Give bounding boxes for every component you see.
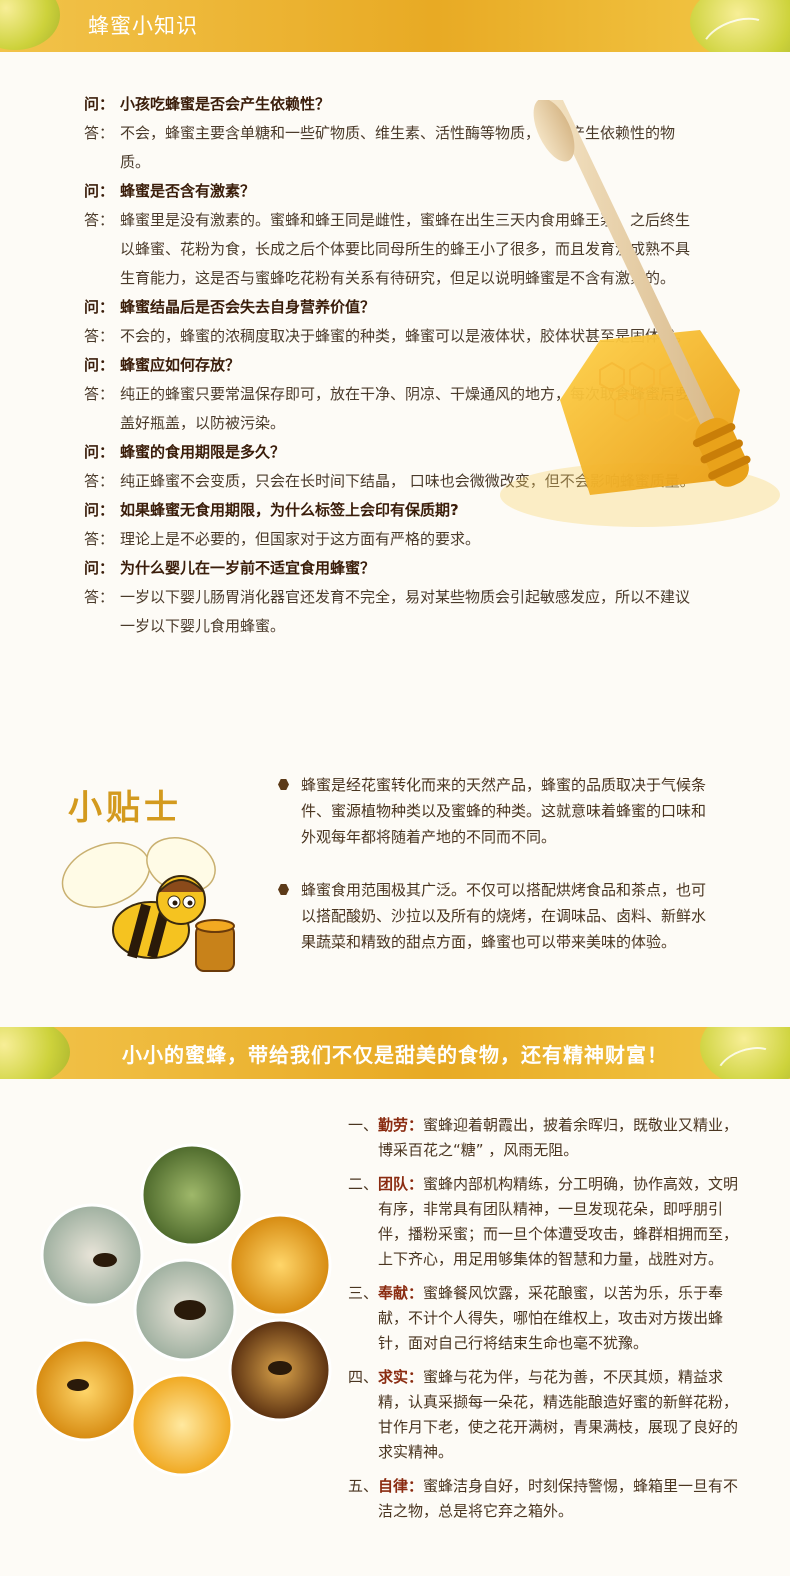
faq-label: 问：: [84, 95, 115, 113]
tip-item: 蜂蜜是经花蜜转化而来的天然产品，蜂蜜的品质取决于气候条件、蜜源植物种类以及蜜蜂的…: [278, 772, 718, 850]
faq-question: 问： 蜂蜜结晶后是否会失去自身营养价值？: [84, 293, 704, 322]
faq-answer: 答： 蜂蜜里是没有激素的。蜜蜂和蜂王同是雌性，蜜蜂在出生三天内食用蜂王浆，之后终生…: [84, 206, 704, 293]
faq-label: 问：: [84, 501, 115, 519]
honey-dipper-illustration: [500, 100, 780, 527]
spirit-number: 四、: [348, 1368, 379, 1386]
faq-answer: 答： 一岁以下婴儿肠胃消化器官还发育不完全，易对某些物质会引起敏感发应，所以不建…: [84, 583, 704, 641]
spirit-number: 五、: [348, 1477, 379, 1495]
faq-text: 蜂蜜的食用期限是多久？: [120, 443, 286, 461]
spirit-item: 二、 团队：蜜蜂内部机构精练，分工明确，协作高效，文明有序，非常具有团队精神，一旦…: [348, 1172, 740, 1272]
faq-label: 问：: [84, 559, 115, 577]
spirit-keyword: 勤劳：: [378, 1116, 424, 1134]
spirit-body: 团队：蜜蜂内部机构精练，分工明确，协作高效，文明有序，非常具有团队精神，一旦发现…: [378, 1172, 740, 1272]
faq-text: 小孩吃蜂蜜是否会产生依赖性？: [120, 95, 331, 113]
spirit-number: 一、: [348, 1116, 379, 1134]
faq-question: 问： 蜂蜜的食用期限是多久？: [84, 438, 704, 467]
spirit-text: 蜜蜂洁身自好，时刻保持警惕，蜂箱里一旦有不洁之物，总是将它弃之箱外。: [378, 1477, 739, 1520]
faq-text: 纯正的蜂蜜只要常温保存即可，放在干净、阴凉、干燥通风的地方，每次取食蜂蜜后要盖好…: [120, 385, 691, 432]
faq-question: 问： 如果蜂蜜无食用期限，为什么标签上会印有保质期?: [84, 496, 704, 525]
faq-text: 理论上是不必要的，但国家对于这方面有严格的要求。: [120, 530, 481, 548]
faq-answer: 答： 纯正蜂蜜不会变质，只会在长时间下结晶， 口味也会微微改变，但不会影响蜂蜜质量…: [84, 467, 704, 496]
faq-text: 为什么婴儿在一岁前不适宜食用蜂蜜？: [120, 559, 376, 577]
leaf-decoration: [0, 0, 60, 50]
faq-text: 一岁以下婴儿肠胃消化器官还发育不完全，易对某些物质会引起敏感发应，所以不建议一岁…: [120, 588, 691, 635]
faq-question: 问： 蜂蜜应如何存放？: [84, 351, 704, 380]
spirit-item: 五、 自律：蜜蜂洁身自好，时刻保持警惕，蜂箱里一旦有不洁之物，总是将它弃之箱外。: [348, 1474, 740, 1524]
spirit-keyword: 团队：: [378, 1175, 424, 1193]
faq-text: 不会的，蜂蜜的浓稠度取决于蜂蜜的种类，蜂蜜可以是液体状，胶体状甚至是固体状。: [120, 327, 691, 345]
bee-photo-collage: [33, 1143, 332, 1477]
tip-text: 蜂蜜食用范围极其广泛。不仅可以搭配烘烤食品和茶点，也可以搭配酸奶、沙拉以及所有的…: [301, 881, 707, 951]
leaf-decoration: [690, 0, 790, 52]
section-banner: 小小的蜜蜂，带给我们不仅是甜美的食物，还有精神财富！: [0, 1027, 790, 1079]
spirit-body: 勤劳：蜜蜂迎着朝霞出，披着余晖归，既敬业又精业，博采百花之“糖” ，风雨无阻。: [378, 1113, 740, 1163]
spirit-keyword: 奉献：: [378, 1284, 424, 1302]
faq-label: 问：: [84, 298, 115, 316]
spirit-keyword: 求实：: [378, 1368, 424, 1386]
spirit-item: 一、 勤劳：蜜蜂迎着朝霞出，披着余晖归，既敬业又精业，博采百花之“糖” ，风雨无阻…: [348, 1113, 740, 1163]
faq-label: 答：: [84, 385, 115, 403]
faq-label: 答：: [84, 124, 115, 142]
spirit-text: 蜜蜂内部机构精练，分工明确，协作高效，文明有序，非常具有团队精神，一旦发现花朵，…: [378, 1175, 739, 1268]
tip-text: 蜂蜜是经花蜜转化而来的天然产品，蜂蜜的品质取决于气候条件、蜜源植物种类以及蜜蜂的…: [301, 776, 707, 846]
tips-title: 小贴士: [68, 788, 182, 828]
bee-spirit-list: 一、 勤劳：蜜蜂迎着朝霞出，披着余晖归，既敬业又精业，博采百花之“糖” ，风雨无阻…: [348, 1113, 740, 1533]
page-title: 蜂蜜小知识: [88, 14, 198, 38]
faq-label: 问：: [84, 356, 115, 374]
spirit-text: 蜜蜂与花为伴，与花为善，不厌其烦，精益求精，认真采撷每一朵花，精选能酿造好蜜的新…: [378, 1368, 739, 1461]
faq-text: 蜂蜜结晶后是否会失去自身营养价值？: [120, 298, 376, 316]
spirit-item: 三、 奉献：蜜蜂餐风饮露，采花酿蜜，以苦为乐，乐于奉献，不计个人得失，哪怕在维权上…: [348, 1281, 740, 1356]
spirit-body: 自律：蜜蜂洁身自好，时刻保持警惕，蜂箱里一旦有不洁之物，总是将它弃之箱外。: [378, 1474, 740, 1524]
spirit-body: 求实：蜜蜂与花为伴，与花为善，不厌其烦，精益求精，认真采撷每一朵花，精选能酿造好…: [378, 1365, 740, 1465]
spirit-keyword: 自律：: [378, 1477, 424, 1495]
section-title: 小小的蜜蜂，带给我们不仅是甜美的食物，还有精神财富！: [122, 1043, 668, 1067]
faq-label: 答：: [84, 588, 115, 606]
header-banner: 蜂蜜小知识: [0, 0, 790, 52]
faq-answer: 答： 纯正的蜂蜜只要常温保存即可，放在干净、阴凉、干燥通风的地方，每次取食蜂蜜后要…: [84, 380, 704, 438]
faq-label: 问：: [84, 182, 115, 200]
faq-label: 答：: [84, 472, 115, 490]
faq-question: 问： 蜂蜜是否含有激素？: [84, 177, 704, 206]
spirit-number: 三、: [348, 1284, 379, 1302]
faq-answer: 答： 理论上是不必要的，但国家对于这方面有严格的要求。: [84, 525, 704, 554]
spirit-item: 四、 求实：蜜蜂与花为伴，与花为善，不厌其烦，精益求精，认真采撷每一朵花，精选能酿…: [348, 1365, 740, 1465]
faq-question: 问： 为什么婴儿在一岁前不适宜食用蜂蜜？: [84, 554, 704, 583]
spirit-number: 二、: [348, 1175, 379, 1193]
tip-item: 蜂蜜食用范围极其广泛。不仅可以搭配烘烤食品和茶点，也可以搭配酸奶、沙拉以及所有的…: [278, 877, 718, 955]
spirit-text: 蜜蜂迎着朝霞出，披着余晖归，既敬业又精业，博采百花之“糖” ，风雨无阻。: [378, 1116, 739, 1159]
faq-label: 答：: [84, 211, 115, 229]
hexagon-bullet-icon: [278, 779, 289, 790]
faq-text: 纯正蜂蜜不会变质，只会在长时间下结晶， 口味也会微微改变，但不会影响蜂蜜质量。: [120, 472, 695, 490]
faq-list: 问： 小孩吃蜂蜜是否会产生依赖性？ 答： 不会，蜂蜜主要含单糖和一些矿物质、维生素、活…: [84, 90, 704, 641]
faq-label: 问：: [84, 443, 115, 461]
leaf-decoration: [700, 1027, 790, 1079]
spirit-text: 蜜蜂餐风饮露，采花酿蜜，以苦为乐，乐于奉献，不计个人得失，哪怕在维权上，攻击对方…: [378, 1284, 724, 1352]
bee-mascot-illustration: [61, 837, 235, 972]
faq-text: 如果蜂蜜无食用期限，为什么标签上会印有保质期?: [120, 501, 459, 519]
hexagon-bullet-icon: [278, 884, 289, 895]
faq-text: 蜂蜜是否含有激素？: [120, 182, 256, 200]
faq-text: 蜂蜜里是没有激素的。蜜蜂和蜂王同是雌性，蜜蜂在出生三天内食用蜂王浆，之后终生以蜂…: [120, 211, 691, 287]
leaf-decoration: [0, 1027, 70, 1079]
faq-text: 蜂蜜应如何存放？: [120, 356, 241, 374]
spirit-body: 奉献：蜜蜂餐风饮露，采花酿蜜，以苦为乐，乐于奉献，不计个人得失，哪怕在维权上，攻…: [378, 1281, 740, 1356]
faq-label: 答：: [84, 530, 115, 548]
faq-answer: 答： 不会的，蜂蜜的浓稠度取决于蜂蜜的种类，蜂蜜可以是液体状，胶体状甚至是固体状。: [84, 322, 704, 351]
faq-label: 答：: [84, 327, 115, 345]
faq-question: 问： 小孩吃蜂蜜是否会产生依赖性？: [84, 90, 704, 119]
